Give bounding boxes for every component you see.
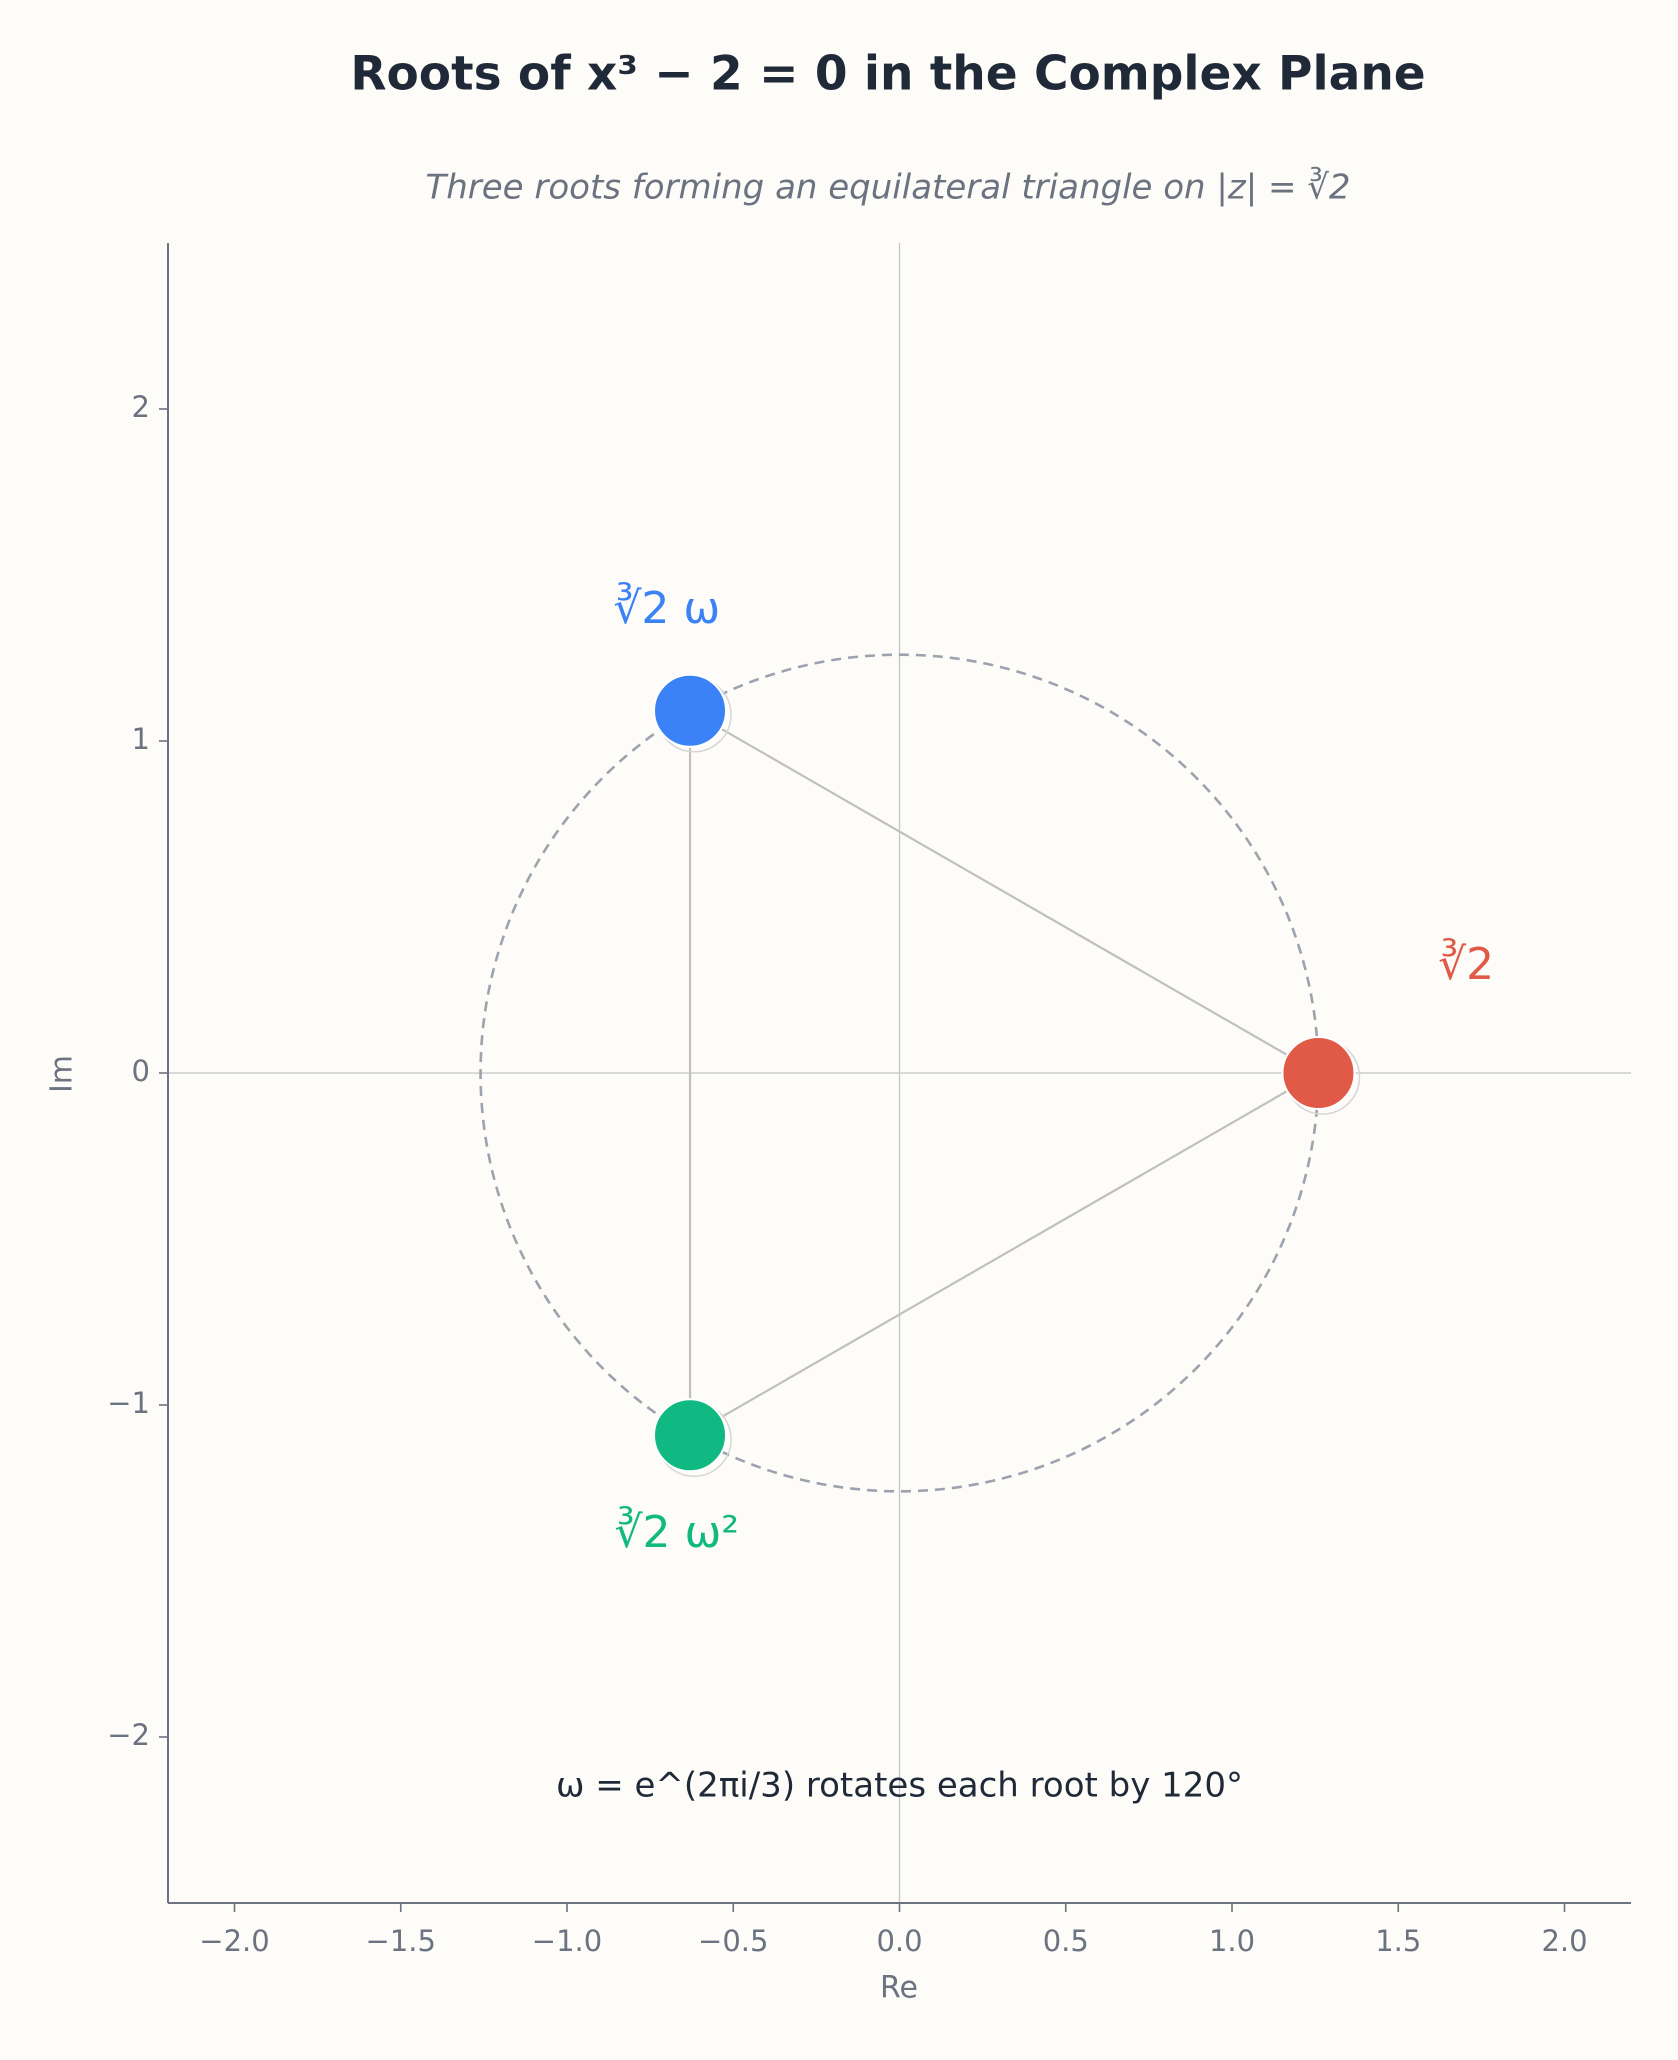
x-tick-label: −1.5 [366, 1924, 436, 1958]
x-tick-label: 1.0 [1209, 1924, 1255, 1958]
chart-title: Roots of x³ − 2 = 0 in the Complex Plane [350, 47, 1425, 102]
y-tick-label: 0 [132, 1054, 150, 1088]
triangle [688, 708, 1321, 1438]
root-label: ∛2 ω [613, 581, 720, 634]
x-tick-label: −2.0 [199, 1924, 269, 1958]
chart-subtitle: Three roots forming an equilateral trian… [425, 167, 1350, 208]
x-tick-label: 0.5 [1043, 1924, 1089, 1958]
annotation: ω = e^(2πi/3) rotates each root by 120° [556, 1765, 1243, 1805]
root-point [1281, 1036, 1356, 1110]
root-label: ∛2 ω² [614, 1505, 739, 1558]
root-point [653, 673, 728, 748]
y-tick-label: −2 [107, 1718, 150, 1752]
y-axis-label: Im [45, 1055, 80, 1093]
y-tick-label: 1 [132, 722, 150, 756]
y-tick-label: −1 [107, 1386, 150, 1420]
x-tick-label: 1.5 [1375, 1924, 1421, 1958]
x-tick-label: −1.0 [532, 1924, 602, 1958]
y-tick-label: 2 [132, 390, 150, 424]
x-axis-label: Re [880, 1971, 918, 2006]
root-point [653, 1398, 728, 1473]
root-label: ∛2 [1438, 937, 1494, 990]
x-tick-label: −0.5 [698, 1924, 768, 1958]
x-tick-label: 0.0 [876, 1924, 922, 1958]
x-tick-label: 2.0 [1541, 1924, 1587, 1958]
